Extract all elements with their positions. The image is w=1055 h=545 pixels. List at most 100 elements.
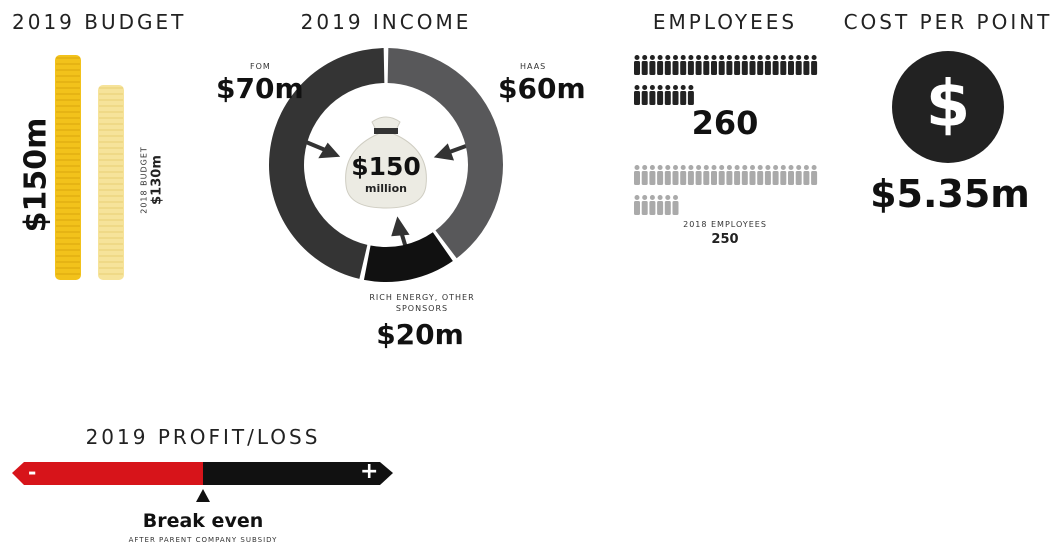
person-icon (672, 201, 679, 215)
person-icon (741, 171, 748, 185)
person-icon (780, 165, 786, 170)
person-icon (657, 165, 663, 170)
person-icon (811, 171, 818, 185)
person-icon (765, 165, 771, 170)
person-icon (634, 171, 640, 185)
arrows (305, 140, 467, 249)
donut-segment (268, 48, 385, 279)
person-icon (719, 165, 725, 170)
person-icon (703, 165, 709, 170)
person-icon (657, 91, 664, 105)
person-icon (795, 171, 802, 185)
person-icon (734, 171, 741, 185)
person-icon (711, 165, 717, 170)
person-icon (649, 55, 655, 60)
prev-employees-count: 250 (711, 232, 739, 247)
budget-title: 2019 BUDGET (12, 10, 187, 34)
person-icon (796, 165, 802, 170)
person-icon (664, 61, 671, 75)
sponsors-name: RICH ENERGY, OTHER SPONSORS (369, 293, 475, 313)
person-icon (742, 55, 748, 60)
person-icon (634, 85, 640, 90)
person-icon (757, 165, 763, 170)
person-icon (811, 165, 817, 170)
person-icon (657, 61, 664, 75)
loss-bar (12, 462, 203, 485)
person-icon (711, 55, 717, 60)
haas-value: $60m (498, 72, 586, 105)
income-total: $150 (351, 152, 421, 181)
person-icon (634, 201, 640, 215)
person-icon (749, 171, 756, 185)
person-icon (680, 171, 687, 185)
person-icon (726, 55, 732, 60)
person-icon (688, 85, 694, 90)
person-icon (811, 55, 817, 60)
person-icon (665, 195, 671, 200)
person-icon (803, 55, 809, 60)
person-icon (687, 61, 694, 75)
person-icon (649, 201, 656, 215)
coin-stack (98, 85, 124, 280)
person-icon (780, 61, 787, 75)
person-icon (741, 61, 748, 75)
person-icon (788, 165, 794, 170)
person-icon (750, 165, 755, 170)
person-icon (764, 171, 771, 185)
person-icon (649, 195, 655, 200)
break-even-marker (196, 489, 210, 502)
cost-icon (892, 51, 1004, 163)
person-icon (680, 165, 686, 170)
person-icon (695, 171, 702, 185)
person-icon (649, 91, 656, 105)
donut-segment (387, 48, 504, 259)
person-icon (688, 165, 694, 170)
person-icon (688, 55, 694, 60)
person-icon (734, 61, 741, 75)
profit-title: 2019 PROFIT/LOSS (85, 425, 321, 449)
person-icon (642, 85, 648, 90)
person-icon (687, 171, 694, 185)
person-icon (703, 61, 710, 75)
sponsors-value: $20m (376, 318, 464, 351)
cost-title: COST PER POINT (843, 10, 1053, 34)
person-icon (657, 55, 663, 60)
person-icon (796, 55, 802, 60)
fom-value: $70m (216, 72, 304, 105)
person-icon (726, 61, 733, 75)
person-icon (642, 55, 648, 60)
person-icon (641, 171, 648, 185)
person-icon (757, 61, 764, 75)
person-icon (680, 61, 687, 75)
person-icon (718, 61, 725, 75)
plus-sign: + (360, 459, 379, 484)
person-icon (657, 85, 663, 90)
person-icon (696, 165, 702, 170)
person-icon (649, 85, 655, 90)
person-icon (696, 55, 702, 60)
prev-budget-value: $130m (149, 155, 165, 205)
person-icon (641, 91, 648, 105)
person-icon (773, 55, 779, 60)
person-icon (719, 55, 725, 60)
person-icon (788, 171, 794, 185)
person-icon (772, 61, 779, 75)
person-icon (788, 61, 794, 75)
haas-name: HAAS (520, 62, 547, 71)
person-icon (695, 61, 702, 75)
person-icon (734, 55, 740, 60)
person-icon (803, 165, 809, 170)
donut-segment (363, 232, 453, 282)
bag-tie (374, 128, 398, 134)
person-icon (803, 61, 810, 75)
person-icon (672, 171, 679, 185)
person-icon (642, 165, 648, 170)
person-icon (641, 61, 648, 75)
person-icon (642, 195, 648, 200)
person-icon (749, 61, 756, 75)
prev-employees-label: 2018 EMPLOYEES (683, 220, 767, 229)
person-icon (764, 61, 771, 75)
income-title: 2019 INCOME (300, 10, 472, 34)
